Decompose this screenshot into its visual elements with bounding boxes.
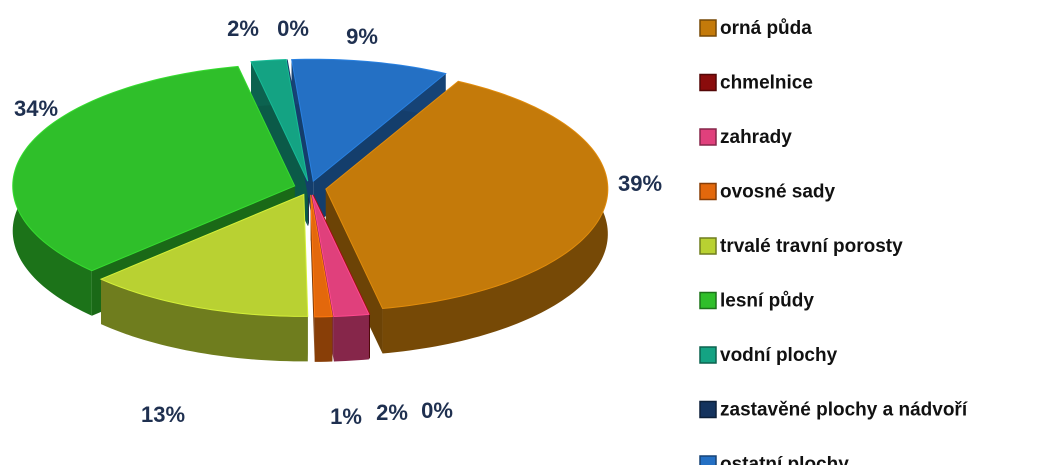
legend-label: lesní půdy (720, 291, 814, 312)
data-label: 39% (618, 171, 662, 196)
data-label: 9% (346, 24, 378, 49)
legend-swatch (699, 455, 717, 470)
data-label: 2% (227, 16, 259, 41)
slice-wall (333, 314, 369, 362)
slice-wall (314, 316, 333, 362)
legend-label: zastavěné plochy a nádvoří (720, 400, 968, 421)
legend-swatch (699, 128, 717, 146)
legend-label: zahrady (720, 127, 792, 148)
data-label: 1% (330, 404, 362, 429)
legend-swatch (699, 182, 717, 201)
slice (250, 58, 309, 182)
legend-label: ovosné sady (720, 182, 836, 203)
legend-swatch (699, 237, 717, 255)
slice (311, 194, 370, 318)
legend-label: vodní plochy (720, 345, 838, 366)
slice (291, 58, 447, 183)
data-label: 0% (277, 16, 309, 41)
legend-label: trvalé travní porosty (720, 236, 903, 257)
legend-label: ostatní plochy (720, 454, 849, 465)
legend-swatch (699, 400, 717, 419)
legend-label: orná půda (720, 18, 812, 39)
slice (99, 193, 309, 317)
legend-swatch (699, 73, 717, 92)
legend-swatch (699, 19, 717, 37)
slice-wall (100, 279, 308, 362)
data-label: 13% (141, 402, 185, 427)
legend-swatch (699, 346, 717, 364)
data-label: 0% (421, 398, 453, 423)
data-label: 2% (376, 400, 408, 425)
slice (325, 80, 609, 310)
data-label: 34% (14, 96, 58, 121)
pie-tops (12, 58, 609, 318)
slice (286, 59, 310, 182)
slice (310, 194, 333, 318)
legend-label: chmelnice (720, 73, 813, 94)
slice (12, 65, 296, 272)
legend-swatch (699, 291, 717, 310)
